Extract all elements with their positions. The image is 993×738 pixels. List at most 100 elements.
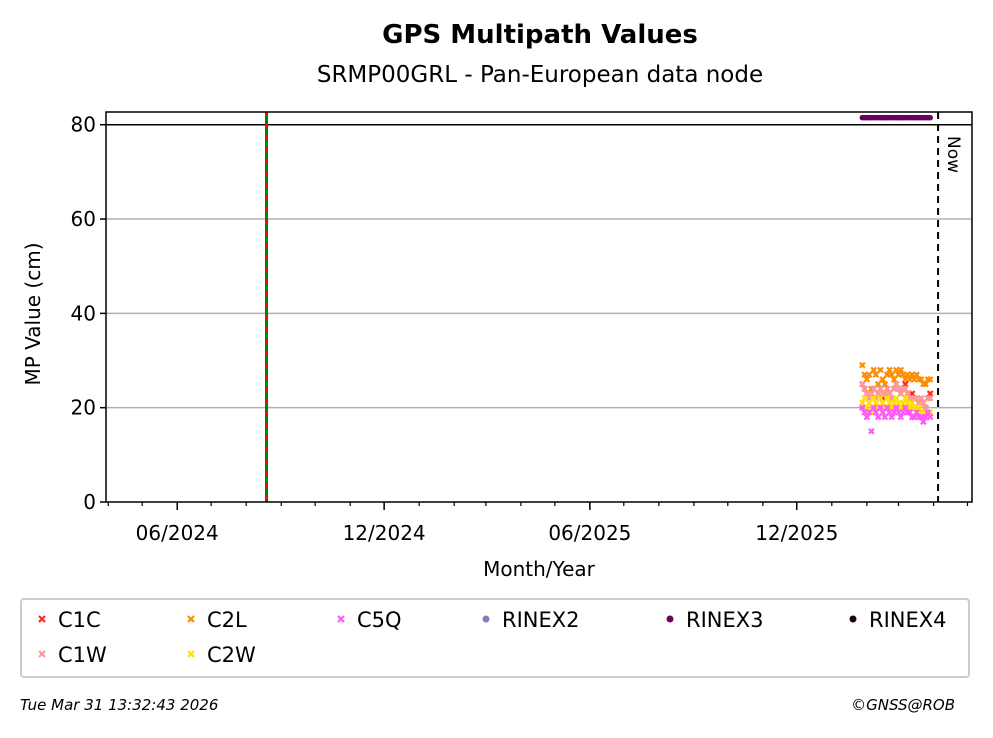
legend-label-C1C: C1C (58, 608, 101, 632)
legend-marker-C2W (187, 650, 195, 658)
point-C1W (859, 380, 866, 388)
point-C1W (870, 385, 877, 393)
point-C1W (897, 390, 905, 397)
point-C5Q (902, 404, 909, 411)
point-C5Q (881, 413, 889, 421)
legend-label-RINEX3: RINEX3 (686, 608, 764, 632)
point-C2L (922, 380, 929, 388)
point-C2W (865, 399, 873, 407)
point-C5Q (872, 409, 880, 416)
x-tick-label: 06/2024 (136, 521, 219, 545)
point-C5Q (870, 404, 877, 411)
point-C1W (883, 385, 891, 393)
point-C1W (886, 390, 893, 397)
point-C2W (870, 394, 877, 402)
legend-label-RINEX4: RINEX4 (869, 608, 947, 632)
point-C2L (872, 371, 880, 378)
point-C5Q (924, 409, 932, 416)
point-C2L (890, 376, 898, 383)
point-C5Q (883, 404, 891, 411)
legend-label-C2W: C2W (207, 643, 256, 667)
point-C5Q (906, 409, 914, 416)
legend-marker-RINEX4 (849, 615, 857, 623)
point-C5Q (868, 427, 875, 435)
point-C1W (902, 385, 909, 393)
legend-label-C1W: C1W (58, 643, 107, 667)
point-C2L (863, 376, 871, 383)
point-C5Q (888, 413, 896, 421)
point-C2L (881, 380, 889, 388)
point-C1W (917, 394, 925, 402)
point-C2L (926, 376, 934, 383)
grid-lines (106, 218, 972, 409)
point-C5Q (877, 404, 884, 411)
axis-ticks: 0 20 40 60 80 06/2024 12/2024 06/2025 12/2025 (71, 113, 969, 545)
point-C2W (902, 394, 909, 402)
point-C1W (904, 390, 911, 397)
y-tick-label: 0 (83, 490, 96, 514)
legend-box (20, 598, 970, 678)
point-C2L (877, 366, 884, 374)
legend-marker-RINEX3 (666, 615, 674, 623)
point-C5Q (859, 404, 866, 411)
x-axis-label: Month/Year (483, 557, 596, 581)
point-C1W (861, 385, 868, 393)
point-C2L (859, 361, 866, 369)
point-C5Q (920, 418, 927, 426)
point-C1W (920, 399, 927, 407)
footer-credit: ©GNSS@ROB (851, 696, 955, 714)
point-C2W (872, 399, 880, 407)
point-C2W (908, 399, 916, 407)
legend-label-C5Q: C5Q (357, 608, 402, 632)
point-C2W (883, 394, 891, 402)
footer-timestamp: Tue Mar 31 13:32:43 2026 (20, 696, 218, 714)
y-tick-label: 80 (71, 113, 96, 137)
point-C5Q (874, 413, 882, 421)
point-C1W (868, 390, 875, 397)
legend: C1C C2L C5Q RINEX2 RINEX3 RINEX4 C1W C2W (38, 608, 947, 667)
point-C1W (926, 394, 934, 402)
legend-label-RINEX2: RINEX2 (502, 608, 580, 632)
y-tick-label: 20 (71, 396, 96, 420)
point-C5Q (892, 404, 900, 411)
now-label: Now (943, 136, 963, 173)
point-C2L (870, 366, 877, 374)
point-C2L (874, 380, 882, 388)
point-C5Q (865, 409, 873, 416)
point-C2W (879, 399, 886, 407)
point-C5Q (863, 413, 871, 421)
point-C2W (892, 394, 900, 402)
point-C2L (886, 366, 893, 374)
point-C2L (897, 366, 905, 374)
chart-title: GPS Multipath Values (382, 20, 698, 50)
data-points (859, 114, 934, 435)
point-C2W (915, 404, 923, 411)
point-C5Q (897, 413, 905, 421)
point-C5Q (879, 409, 886, 416)
y-tick-label: 40 (71, 301, 96, 325)
legend-marker-C2L (187, 615, 195, 623)
plot-frame (105, 111, 973, 503)
x-tick-label: 12/2024 (343, 521, 426, 545)
legend-marker-C1W (38, 650, 46, 658)
legend-label-C2L: C2L (207, 608, 247, 632)
point-C5Q (926, 413, 934, 421)
x-tick-label: 06/2025 (548, 521, 631, 545)
point-C2W (877, 394, 884, 402)
point-C5Q (913, 409, 920, 416)
y-tick-label: 60 (71, 207, 96, 231)
point-C2L (865, 371, 873, 378)
legend-marker-RINEX2 (482, 615, 490, 623)
point-C1W (892, 380, 900, 388)
point-C2L (913, 371, 920, 378)
x-tick-label: 12/2025 (755, 521, 838, 545)
reference-lines (106, 112, 972, 502)
point-C2W (861, 394, 868, 402)
y-axis-label: MP Value (cm) (21, 242, 45, 385)
point-C2L (917, 376, 925, 383)
point-C1W (877, 385, 884, 393)
legend-marker-C1C (38, 615, 46, 623)
point-C2L (888, 371, 896, 378)
chart-subtitle: SRMP00GRL - Pan-European data node (317, 62, 763, 88)
